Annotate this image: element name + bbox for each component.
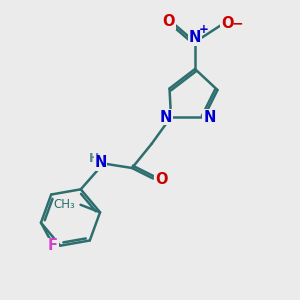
Text: N: N: [203, 110, 216, 124]
Text: N: N: [94, 155, 107, 170]
Text: O: O: [162, 14, 175, 29]
Text: −: −: [231, 16, 243, 30]
Text: +: +: [199, 23, 208, 36]
Text: N: N: [189, 30, 201, 45]
Text: O: O: [221, 16, 233, 31]
Text: N: N: [159, 110, 172, 124]
Text: CH₃: CH₃: [53, 198, 75, 211]
Text: O: O: [155, 172, 168, 187]
Text: F: F: [48, 238, 58, 253]
Text: H: H: [89, 152, 99, 165]
